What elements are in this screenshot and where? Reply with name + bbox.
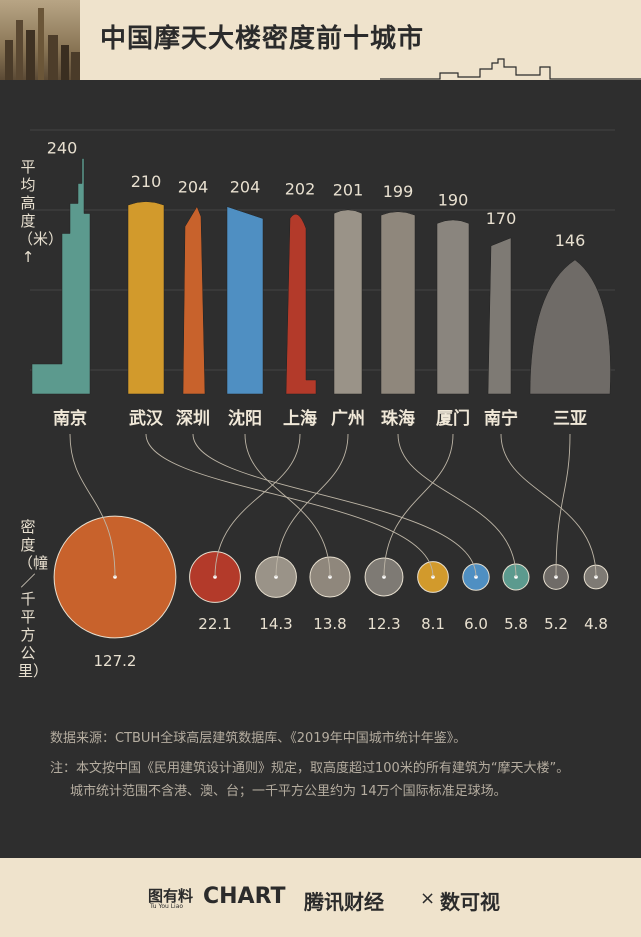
building-bar bbox=[226, 206, 264, 395]
bubble-center-dot bbox=[213, 575, 217, 579]
city-label: 南宁 bbox=[484, 408, 518, 429]
height-value-label: 146 bbox=[555, 231, 586, 250]
chart-svg: 240 南京 210 武汉 204 深圳 204 沈阳 202 上海 201 广州 199 珠海 190 厦门… bbox=[30, 129, 615, 670]
height-value-label: 190 bbox=[438, 190, 469, 209]
height-value-label: 202 bbox=[285, 179, 316, 198]
density-value-label: 14.3 bbox=[259, 615, 292, 633]
city-label: 武汉 bbox=[129, 408, 164, 429]
city-label: 深圳 bbox=[176, 408, 210, 429]
density-value-label: 13.8 bbox=[313, 615, 346, 633]
bubble-center-dot bbox=[113, 575, 117, 579]
density-axis-label: 密度（幢／千平方公里） bbox=[18, 518, 49, 680]
page-title: 中国摩天大楼密度前十城市 bbox=[100, 24, 425, 54]
skyline-outline bbox=[380, 58, 641, 80]
connector-line bbox=[214, 433, 301, 578]
bubble-center-dot bbox=[554, 575, 558, 579]
brand-tuyouliao-sub: Tu You Liao bbox=[150, 903, 184, 910]
city-label: 南京 bbox=[53, 408, 87, 429]
height-value-label: 204 bbox=[230, 178, 261, 197]
height-value-label: 170 bbox=[486, 209, 517, 228]
connector-line bbox=[555, 433, 571, 578]
building-bar bbox=[380, 211, 416, 395]
height-value-label: 204 bbox=[178, 178, 209, 197]
connector-line bbox=[500, 433, 597, 578]
brand-shukeshi: 数可视 bbox=[440, 890, 500, 914]
density-value-label: 12.3 bbox=[367, 615, 400, 633]
density-value-label: 127.2 bbox=[94, 652, 137, 670]
bubble-center-dot bbox=[431, 575, 435, 579]
building-bar bbox=[285, 213, 317, 395]
header-band: 中国摩天大楼密度前十城市 bbox=[0, 0, 641, 80]
brand-tuyouliao: 图有料 bbox=[148, 887, 194, 905]
connector-line bbox=[192, 433, 477, 578]
connector-line bbox=[397, 433, 517, 578]
brand-tencent: 腾讯财经 bbox=[304, 890, 384, 914]
connector-line bbox=[383, 433, 454, 578]
footer-band bbox=[0, 858, 641, 937]
connector-line bbox=[69, 433, 116, 578]
building-bar bbox=[333, 209, 363, 395]
building-bar bbox=[127, 201, 165, 395]
density-value-label: 4.8 bbox=[584, 615, 608, 633]
building-bar bbox=[31, 158, 91, 395]
footnote-2: 城市统计范围不含港、澳、台；一千平方公里约为 14万个国际标准足球场。 bbox=[70, 784, 507, 799]
bubble-center-dot bbox=[274, 575, 278, 579]
brand-chart: CHART bbox=[203, 884, 286, 909]
height-value-label: 210 bbox=[131, 172, 162, 191]
building-bar bbox=[436, 219, 470, 395]
source-note: 数据来源：CTBUH全球高层建筑数据库、《2019年中国城市统计年鉴》。 bbox=[50, 731, 467, 746]
bubble-center-dot bbox=[594, 575, 598, 579]
height-axis-label: 平均高度（米）↑ bbox=[18, 158, 64, 266]
height-value-label: 199 bbox=[383, 182, 414, 201]
connector-line bbox=[145, 433, 434, 578]
city-label: 厦门 bbox=[436, 408, 470, 429]
connector-line bbox=[275, 433, 349, 578]
bubble-center-dot bbox=[474, 575, 478, 579]
skyline-photo bbox=[0, 0, 80, 80]
building-bar bbox=[529, 259, 611, 395]
height-value-label: 201 bbox=[333, 180, 364, 199]
height-value-label: 240 bbox=[47, 139, 78, 158]
bubble-center-dot bbox=[514, 575, 518, 579]
connector-line bbox=[244, 433, 331, 578]
building-bar bbox=[487, 237, 512, 395]
city-label: 上海 bbox=[283, 408, 317, 429]
density-value-label: 6.0 bbox=[464, 615, 488, 633]
density-value-label: 22.1 bbox=[198, 615, 231, 633]
bubble-center-dot bbox=[328, 575, 332, 579]
building-bar bbox=[182, 206, 206, 395]
skyline-photo-art bbox=[5, 8, 80, 80]
density-value-label: 5.8 bbox=[504, 615, 528, 633]
footnote-1: 注：本文按中国《民用建筑设计通则》规定，取高度超过100米的所有建筑为“摩天大楼… bbox=[50, 761, 570, 776]
brand-cross: × bbox=[420, 888, 436, 909]
density-value-label: 5.2 bbox=[544, 615, 568, 633]
city-label: 沈阳 bbox=[228, 408, 262, 429]
density-value-label: 8.1 bbox=[421, 615, 445, 633]
bubble-center-dot bbox=[382, 575, 386, 579]
city-label: 广州 bbox=[331, 408, 365, 429]
city-label: 三亚 bbox=[553, 409, 587, 429]
city-label: 珠海 bbox=[381, 408, 415, 429]
